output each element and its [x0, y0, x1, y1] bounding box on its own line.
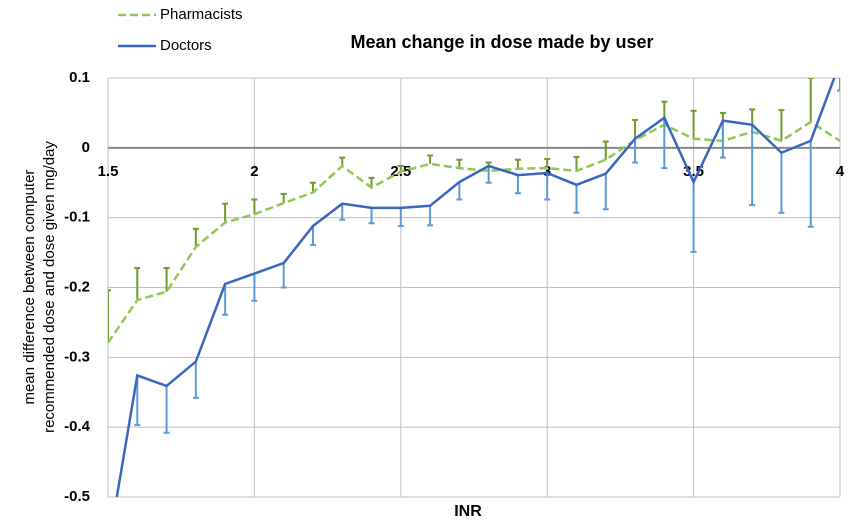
x-tick-label: 3 — [543, 163, 551, 180]
series-line — [108, 120, 840, 344]
y-tick-label: -0.5 — [64, 488, 90, 505]
y-tick-label: -0.2 — [64, 278, 90, 295]
x-axis-title: INR — [454, 503, 482, 520]
chart-title: Mean change in dose made by user — [350, 32, 653, 52]
x-tick-label: 3.5 — [683, 163, 704, 180]
y-tick-label: 0 — [82, 139, 90, 156]
x-tick-label: 1.5 — [98, 163, 119, 180]
y-tick-label: -0.3 — [64, 348, 90, 365]
y-tick-label: 0.1 — [69, 69, 90, 86]
y-axis-title: recommended dose and dose given mg/day — [41, 141, 58, 433]
y-axis-title: mean difference between computer — [21, 170, 38, 405]
x-tick-label: 2 — [250, 163, 258, 180]
series-line — [115, 78, 836, 497]
x-tick-label: 4 — [836, 163, 845, 180]
legend-label: Doctors — [160, 37, 212, 54]
y-tick-label: -0.1 — [64, 209, 90, 226]
y-tick-label: -0.4 — [64, 418, 91, 435]
legend-label: Pharmacists — [160, 6, 243, 23]
